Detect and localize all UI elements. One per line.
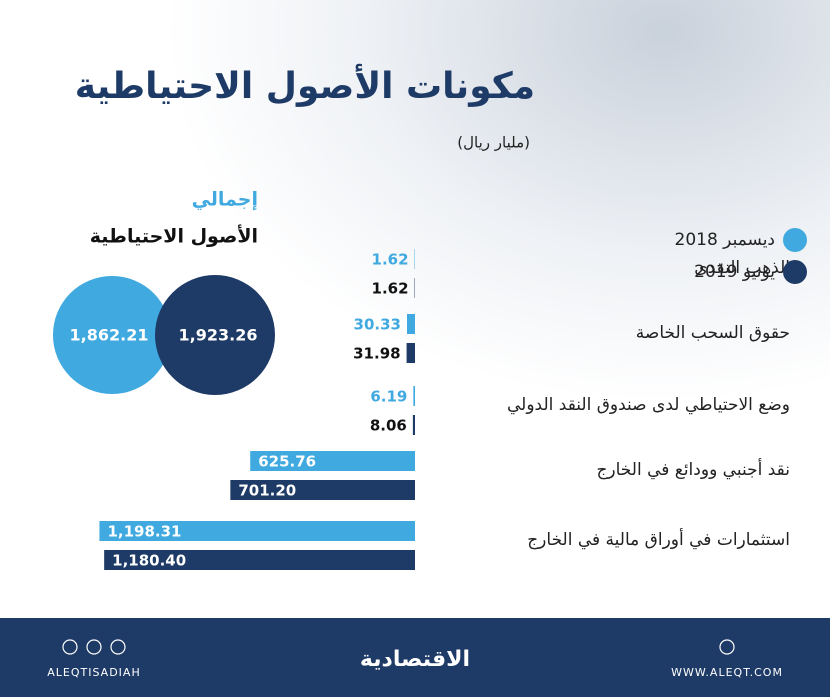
category-label: استثمارات في أوراق مالية في الخارج	[527, 528, 790, 550]
value-label: 1,198.31	[107, 523, 181, 541]
value-label: 30.33	[354, 316, 401, 334]
legend-label: يونيو 2019	[694, 262, 775, 282]
bar	[412, 415, 415, 435]
footer	[0, 618, 830, 697]
value-label: 1.62	[372, 280, 409, 298]
value-label: 1.62	[372, 251, 409, 269]
bar	[407, 314, 415, 334]
bar	[406, 343, 415, 363]
total-label: 1,862.21	[70, 326, 149, 345]
bar	[230, 480, 415, 500]
legend-label: ديسمبر 2018	[675, 230, 775, 250]
category-label: نقد أجنبي وودائع في الخارج	[596, 458, 790, 480]
total-circle	[52, 275, 172, 395]
bar	[104, 550, 416, 570]
bar	[99, 521, 415, 541]
value-label: 701.20	[238, 482, 296, 500]
bar	[413, 386, 415, 406]
chart-title: مكونات الأصول الاحتياطية	[75, 63, 535, 107]
category-label: الذهب النقدي	[694, 258, 790, 278]
totals-title: إجمالي	[192, 189, 258, 211]
value-label: 625.76	[258, 453, 316, 471]
category-label: وضع الاحتياطي لدى صندوق النقد الدولي	[507, 395, 790, 415]
legend-swatch	[783, 228, 807, 252]
footer-website: WWW.ALEQT.COM	[671, 666, 783, 679]
total-circle	[155, 275, 275, 395]
value-label: 31.98	[353, 345, 400, 363]
chart-subtitle: (مليار ريال)	[457, 134, 530, 152]
legend-swatch	[783, 260, 807, 284]
footer-logo: الاقتصادية	[360, 647, 470, 672]
category-label: حقوق السحب الخاصة	[636, 323, 790, 343]
bar	[250, 451, 415, 471]
value-label: 6.19	[370, 388, 407, 406]
total-label: 1,923.26	[179, 326, 258, 345]
value-label: 1,180.40	[112, 552, 186, 570]
footer-social: ALEQTISADIAH	[47, 666, 140, 679]
totals-subtitle: الأصول الاحتياطية	[90, 225, 258, 248]
value-label: 8.06	[370, 417, 407, 435]
social-icons	[62, 639, 735, 655]
